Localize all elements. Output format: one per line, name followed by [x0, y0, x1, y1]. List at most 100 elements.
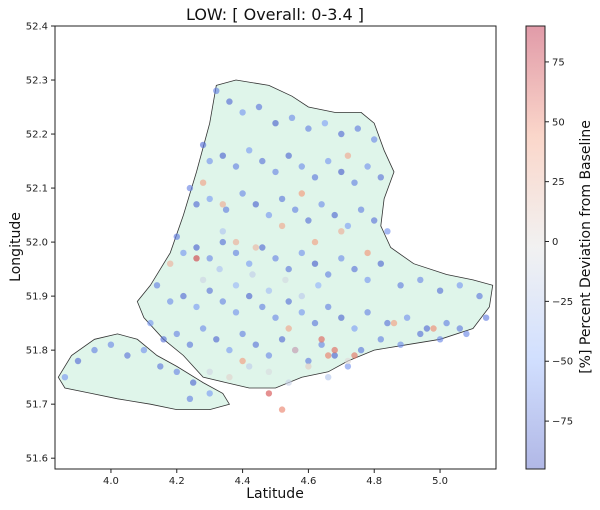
scatter-point — [298, 292, 305, 300]
colorbar-frame — [525, 25, 546, 470]
scatter-point — [285, 152, 292, 159]
scatter-point — [482, 314, 490, 321]
scatter-point — [232, 249, 240, 257]
scatter-point — [288, 114, 296, 122]
scatter-point — [219, 228, 226, 235]
scatter-point — [384, 228, 391, 235]
scatter-point — [305, 363, 312, 370]
scatter-point — [61, 374, 69, 381]
colorbar-tick-label: −50 — [552, 357, 573, 368]
scatter-point — [278, 336, 286, 343]
scatter-point — [206, 157, 213, 165]
scatter-point — [318, 341, 325, 348]
scatter-point — [331, 352, 338, 359]
x-axis-ticks: 4.0 4.2 4.4 4.6 4.8 5.0 — [103, 469, 448, 487]
scatter-point — [252, 341, 259, 348]
scatter-point — [239, 330, 246, 338]
scatter-point — [226, 98, 233, 105]
plot-frame — [54, 25, 497, 470]
scatter-point — [190, 379, 197, 386]
scatter-point — [157, 363, 164, 370]
scatter-point — [160, 336, 167, 343]
scatter-point — [91, 346, 98, 354]
scatter-point — [390, 319, 398, 327]
scatter-point — [272, 120, 279, 127]
scatter-point — [193, 244, 200, 251]
scatter-point — [278, 222, 286, 230]
scatter-point — [246, 292, 253, 300]
y-tick-label: 52.3 — [26, 76, 48, 87]
scatter-point — [107, 341, 115, 348]
scatter-point — [219, 201, 226, 208]
y-tick-label: 52.1 — [26, 184, 48, 195]
scatter-point — [344, 222, 352, 230]
scatter-point — [463, 330, 470, 338]
scatter-point — [239, 357, 246, 365]
y-tick-label: 52.0 — [26, 238, 48, 249]
x-tick-label: 4.2 — [169, 476, 185, 487]
scatter-point — [423, 325, 431, 332]
scatter-point — [147, 319, 154, 327]
scatter-point — [397, 341, 404, 348]
scatter-point — [456, 282, 463, 289]
scatter-point — [476, 292, 483, 300]
scatter-point — [278, 406, 286, 413]
x-axis-label: Latitude — [246, 486, 304, 502]
scatter-point — [193, 255, 200, 262]
scatter-point — [219, 298, 226, 305]
scatter-point — [232, 238, 240, 246]
scatter-point — [417, 330, 424, 338]
scatter-point — [321, 120, 329, 127]
scatter-point — [226, 346, 233, 354]
scatter-point — [265, 211, 273, 219]
scatter-point — [351, 179, 358, 186]
x-tick-label: 4.4 — [235, 476, 251, 487]
scatter-point — [216, 265, 223, 273]
scatter-point — [325, 374, 332, 381]
scatter-point — [325, 271, 332, 278]
scatter-point — [377, 336, 384, 343]
scatter-point — [167, 298, 174, 305]
scatter-point — [74, 357, 82, 365]
scatter-point — [325, 303, 332, 311]
scatter-point — [199, 276, 207, 284]
scatter-point — [285, 379, 292, 386]
scatter-point — [186, 341, 194, 348]
scatter-point — [403, 314, 411, 321]
scatter-point — [285, 265, 292, 273]
scatter-point — [436, 287, 444, 294]
y-tick-label: 51.7 — [26, 400, 48, 411]
scatter-point — [318, 336, 325, 343]
scatter-point — [443, 319, 450, 327]
scatter-point — [167, 260, 174, 267]
scatter-point — [213, 87, 220, 95]
scatter-point — [305, 217, 312, 224]
scatter-point — [298, 249, 305, 257]
x-tick-label: 5.0 — [432, 476, 448, 487]
scatter-point — [311, 174, 319, 181]
scatter-point — [206, 390, 213, 397]
scatter-point — [186, 395, 194, 402]
scatter-point — [282, 276, 289, 284]
scatter-point — [344, 152, 352, 159]
scatter-point — [292, 346, 299, 354]
scatter-point — [311, 260, 319, 267]
colorbar-tick-label: 25 — [552, 177, 565, 188]
scatter-point — [153, 282, 161, 289]
scatter-point — [140, 346, 148, 354]
scatter-point — [285, 325, 292, 332]
y-axis-label: Longitude — [8, 212, 24, 282]
scatter-point — [232, 309, 240, 316]
scatter-point — [206, 368, 213, 375]
scatter-point — [232, 163, 240, 170]
colorbar-gradient — [526, 26, 545, 469]
scatter-point — [298, 190, 305, 197]
colorbar-ticks: 75 50 25 0 −25 −50 −75 — [545, 57, 573, 428]
scatter-point — [259, 244, 266, 251]
scatter-point — [315, 282, 322, 289]
colorbar-tick-label: −25 — [552, 297, 573, 308]
scatter-point — [311, 238, 319, 246]
scatter-point — [371, 136, 378, 143]
scatter-point — [397, 282, 404, 289]
